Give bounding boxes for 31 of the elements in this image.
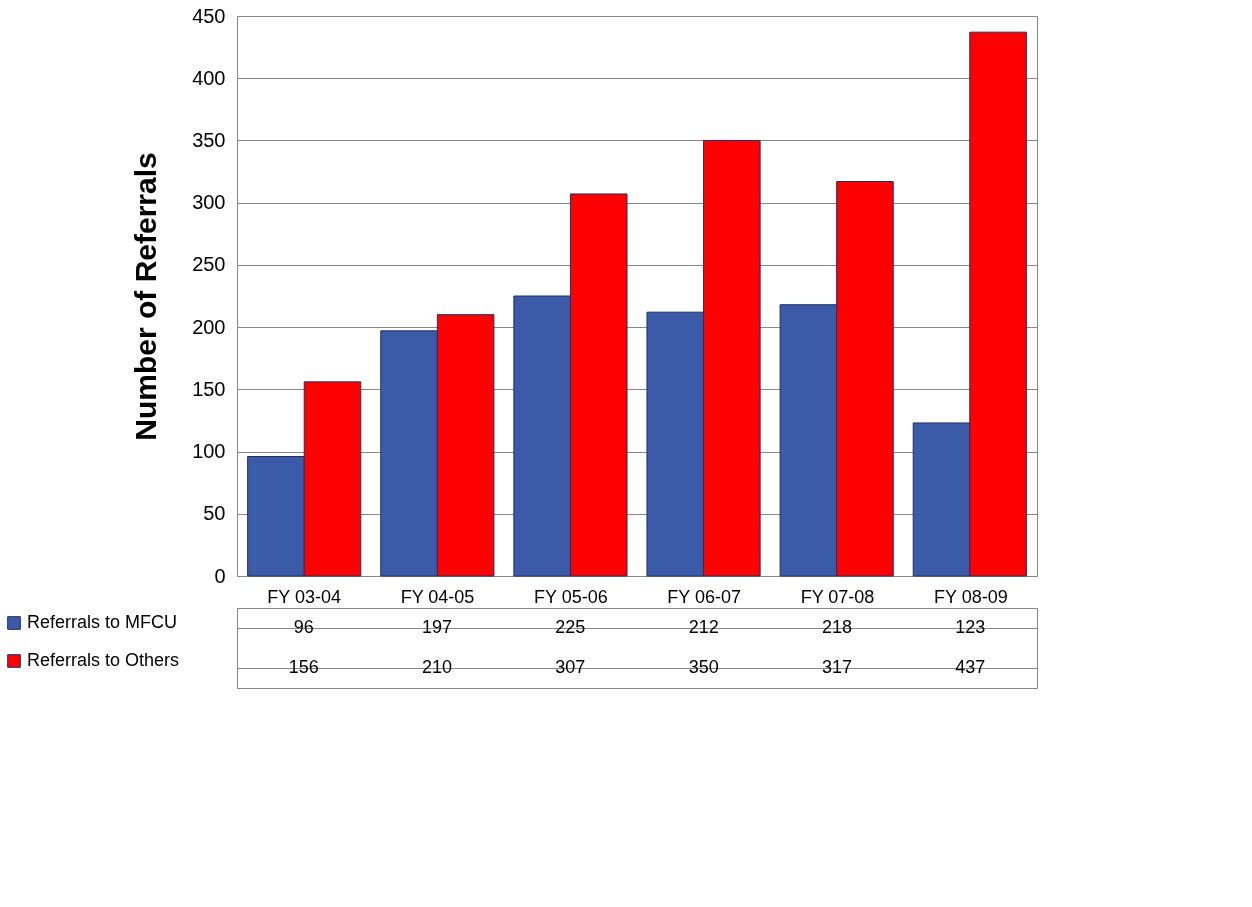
- x-tick-label: FY 05-06: [533, 586, 608, 607]
- y-tick-label: 300: [192, 191, 226, 214]
- data-label: 197: [421, 617, 453, 637]
- x-tick-label: FY 04-05: [400, 586, 475, 607]
- y-tick-label: 50: [203, 502, 226, 525]
- data-label: 212: [688, 617, 719, 637]
- y-tick-label: 350: [192, 128, 226, 151]
- data-label: 210: [421, 657, 453, 677]
- y-tick-label: 100: [192, 440, 226, 463]
- y-tick-label: 400: [192, 66, 226, 89]
- y-tick-label: 0: [214, 564, 226, 587]
- y-tick-label: 250: [192, 253, 226, 276]
- y-axis-title: Number of Referrals: [129, 152, 163, 441]
- data-label: 307: [555, 657, 586, 677]
- data-label: 96: [293, 617, 314, 637]
- legend-label: Referrals to Others: [27, 650, 180, 670]
- y-tick-label: 450: [192, 4, 226, 27]
- data-label: 218: [821, 617, 853, 637]
- x-tick-label: FY 08-09: [933, 586, 1008, 607]
- data-label: 156: [288, 657, 319, 677]
- x-tick-label: FY 06-07: [667, 586, 742, 607]
- y-tick-label: 200: [192, 315, 226, 338]
- data-label: 317: [821, 657, 853, 677]
- legend-label: Referrals to MFCU: [27, 612, 178, 632]
- x-tick-label: FY 07-08: [800, 586, 875, 607]
- data-label: 350: [688, 657, 719, 677]
- data-label: 123: [955, 617, 986, 637]
- x-tick-label: FY 03-04: [267, 586, 342, 607]
- data-label: 437: [955, 657, 986, 677]
- y-tick-label: 150: [192, 377, 226, 400]
- data-label: 225: [555, 617, 586, 637]
